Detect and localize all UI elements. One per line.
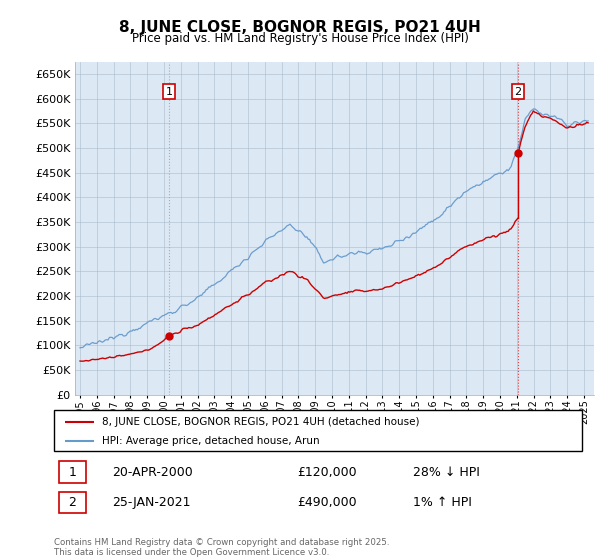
Text: 2: 2 [68,496,76,509]
Text: 1: 1 [166,87,173,96]
Text: 20-APR-2000: 20-APR-2000 [112,465,193,479]
Text: 2: 2 [514,87,521,96]
FancyBboxPatch shape [59,492,86,513]
FancyBboxPatch shape [54,410,582,451]
Text: 1% ↑ HPI: 1% ↑ HPI [413,496,472,509]
Text: £120,000: £120,000 [297,465,356,479]
Text: Price paid vs. HM Land Registry's House Price Index (HPI): Price paid vs. HM Land Registry's House … [131,32,469,45]
Text: 8, JUNE CLOSE, BOGNOR REGIS, PO21 4UH (detached house): 8, JUNE CLOSE, BOGNOR REGIS, PO21 4UH (d… [101,417,419,427]
Text: Contains HM Land Registry data © Crown copyright and database right 2025.
This d: Contains HM Land Registry data © Crown c… [54,538,389,557]
FancyBboxPatch shape [59,461,86,483]
Text: 25-JAN-2021: 25-JAN-2021 [112,496,191,509]
Text: £490,000: £490,000 [297,496,356,509]
Text: 1: 1 [68,465,76,479]
Text: HPI: Average price, detached house, Arun: HPI: Average price, detached house, Arun [101,436,319,446]
Text: 28% ↓ HPI: 28% ↓ HPI [413,465,480,479]
Text: 8, JUNE CLOSE, BOGNOR REGIS, PO21 4UH: 8, JUNE CLOSE, BOGNOR REGIS, PO21 4UH [119,20,481,35]
